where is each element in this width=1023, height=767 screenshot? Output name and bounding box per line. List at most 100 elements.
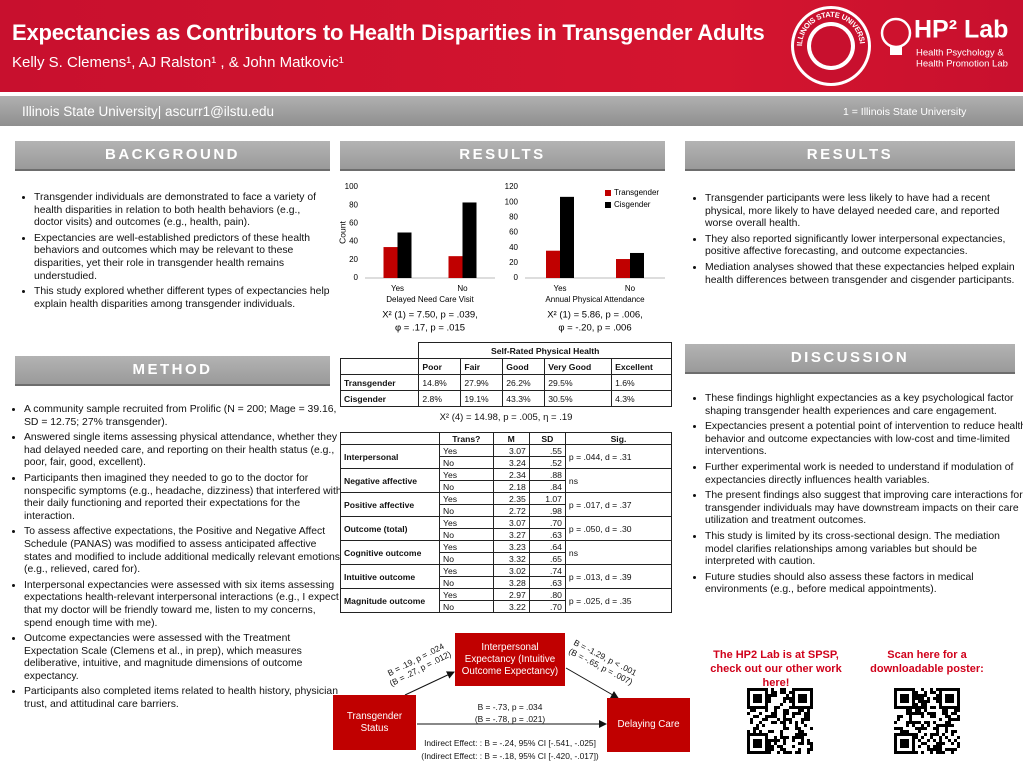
qr-module xyxy=(930,733,933,736)
qr-module xyxy=(939,739,942,742)
qr-module xyxy=(951,706,954,709)
qr-code[interactable] xyxy=(747,688,813,754)
qr-module xyxy=(756,697,759,700)
qr-module xyxy=(933,739,936,742)
qr-module xyxy=(771,712,774,715)
qr-module xyxy=(801,718,804,721)
qr-module xyxy=(900,706,903,709)
mean-cell: 2.97 xyxy=(492,588,530,601)
callout: The HP2 Lab is at SPSP, check out our ot… xyxy=(710,649,842,689)
qr-module xyxy=(792,691,795,694)
qr-module xyxy=(768,715,771,718)
x-axis-label: Annual Physical Attendance xyxy=(545,295,645,304)
group-cell: Yes xyxy=(439,564,494,577)
qr-code[interactable] xyxy=(894,688,960,754)
qr-module xyxy=(930,706,933,709)
qr-module xyxy=(951,718,954,721)
qr-module xyxy=(957,745,960,748)
qr-module xyxy=(759,745,762,748)
qr-module xyxy=(921,697,924,700)
qr-module xyxy=(948,739,951,742)
qr-module xyxy=(795,712,798,715)
table-cell: 27.9% xyxy=(460,374,504,391)
qr-module xyxy=(771,730,774,733)
qr-module xyxy=(768,730,771,733)
qr-module xyxy=(801,721,804,724)
qr-module xyxy=(801,733,804,736)
qr-module xyxy=(789,721,792,724)
qr-module xyxy=(951,697,954,700)
qr-module xyxy=(804,706,807,709)
qr-module xyxy=(753,730,756,733)
qr-module xyxy=(909,706,912,709)
qr-module xyxy=(894,751,897,754)
bullet: Participants then imagined they needed t… xyxy=(24,473,344,523)
qr-module xyxy=(939,751,942,754)
section-heading: DISCUSSION xyxy=(685,344,1015,374)
qr-module xyxy=(747,691,750,694)
table-row: Negative affective Yes 2.34.88 ns xyxy=(340,468,673,493)
qr-module xyxy=(747,730,750,733)
sig-cell: p = .044, d = .31 xyxy=(564,444,673,469)
qr-module xyxy=(894,691,897,694)
qr-module xyxy=(924,694,927,697)
qr-module xyxy=(753,739,756,742)
qr-module xyxy=(906,709,909,712)
qr-module xyxy=(804,700,807,703)
qr-module xyxy=(765,688,768,691)
qr-module xyxy=(786,727,789,730)
row-label: Outcome (total) xyxy=(340,516,440,541)
bullet: The present findings also suggest that i… xyxy=(705,490,1023,528)
qr-module xyxy=(918,709,921,712)
qr-module xyxy=(945,700,948,703)
table-row: Magnitude outcome Yes 2.97.80 p = .025, d =… xyxy=(340,588,673,613)
table-row: Cisgender 2.8% 19.1% 43.3% 30.5% 4.3% xyxy=(339,390,672,407)
qr-module xyxy=(789,751,792,754)
qr-module xyxy=(783,727,786,730)
bar-charts: 0 20 40 60 80 100 Yes No Count Delayed Need Care … xyxy=(337,182,665,334)
qr-module xyxy=(795,721,798,724)
x-tick-label: No xyxy=(625,284,636,293)
column-header: M xyxy=(492,432,530,445)
qr-module xyxy=(774,691,777,694)
qr-module xyxy=(783,688,786,691)
y-tick-label: 80 xyxy=(349,200,358,209)
qr-module xyxy=(765,748,768,751)
table-cell: 43.3% xyxy=(502,390,546,407)
group-cell: No xyxy=(439,504,494,517)
qr-module xyxy=(798,730,801,733)
y-tick-label: 20 xyxy=(349,255,358,264)
qr-module xyxy=(909,733,912,736)
table-note: X² (4) = 14.98, p = .005, η = .19 xyxy=(439,412,573,423)
qr-module xyxy=(903,697,906,700)
sd-cell: .63 xyxy=(528,576,566,589)
qr-module xyxy=(765,739,768,742)
qr-module xyxy=(894,733,897,736)
qr-module xyxy=(771,694,774,697)
qr-module xyxy=(801,706,804,709)
table-cell: 19.1% xyxy=(460,390,504,407)
qr-module xyxy=(792,745,795,748)
qr-module xyxy=(792,694,795,697)
qr-module xyxy=(789,700,792,703)
empty-cell xyxy=(340,432,440,445)
qr-module xyxy=(897,733,900,736)
qr-module xyxy=(906,700,909,703)
qr-module xyxy=(942,712,945,715)
qr-module xyxy=(957,715,960,718)
qr-module xyxy=(753,751,756,754)
qr-module xyxy=(798,751,801,754)
qr-module xyxy=(798,694,801,697)
qr-module xyxy=(903,706,906,709)
qr-module xyxy=(780,688,783,691)
qr-module xyxy=(939,736,942,739)
qr-module xyxy=(930,736,933,739)
bullet: Transgender individuals are demonstrated… xyxy=(34,192,332,230)
qr-module xyxy=(930,712,933,715)
column-header: Poor xyxy=(418,358,462,375)
qr-module xyxy=(933,733,936,736)
qr-module xyxy=(936,748,939,751)
qr-module xyxy=(906,721,909,724)
qr-module xyxy=(942,733,945,736)
